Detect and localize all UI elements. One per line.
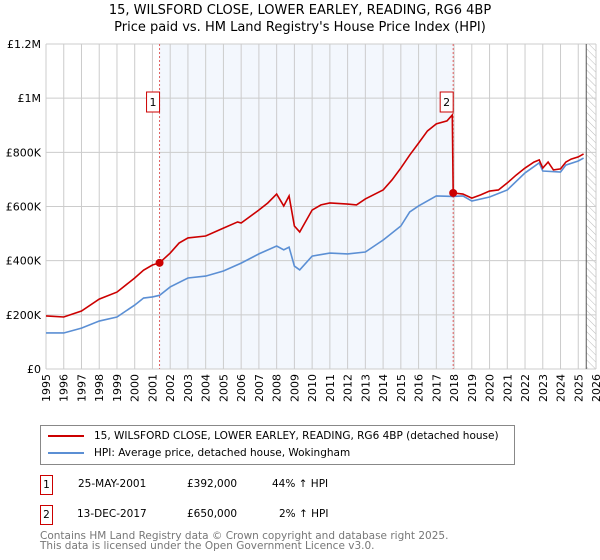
x-tick-label: 2022 bbox=[519, 374, 532, 402]
x-tick-label: 2007 bbox=[253, 374, 266, 402]
footer-line-1: Contains HM Land Registry data © Crown c… bbox=[40, 530, 449, 542]
legend-swatch-red bbox=[48, 435, 84, 437]
footer-line-2: This data is licensed under the Open Gov… bbox=[40, 540, 375, 552]
x-tick-label: 2000 bbox=[129, 374, 142, 402]
y-tick-label: £600K bbox=[6, 201, 42, 214]
x-tick-label: 2010 bbox=[306, 374, 319, 402]
sale-marker-label: 1 bbox=[150, 96, 157, 109]
chart-subtitle: Price paid vs. HM Land Registry's House … bbox=[114, 20, 486, 35]
y-tick-label: £400K bbox=[6, 255, 42, 268]
hpi-series-line bbox=[46, 157, 584, 334]
x-tick-label: 2001 bbox=[146, 374, 159, 402]
x-tick-label: 1997 bbox=[75, 374, 88, 402]
sale-date: 25-MAY-2001 bbox=[78, 478, 147, 490]
x-tick-label: 1998 bbox=[93, 374, 106, 402]
sale-row-1: 1 25-MAY-2001 £392,000 44% ↑ HPI bbox=[40, 475, 440, 495]
x-tick-label: 2006 bbox=[235, 374, 248, 402]
sale-date: 13-DEC-2017 bbox=[77, 508, 147, 520]
x-tick-label: 2025 bbox=[572, 374, 585, 402]
sale-marker-label: 1 bbox=[40, 475, 53, 495]
x-tick-label: 2019 bbox=[466, 374, 479, 402]
sale-row-2: 2 13-DEC-2017 £650,000 2% ↑ HPI bbox=[40, 505, 440, 525]
sale-marker-label: 2 bbox=[40, 505, 53, 525]
chart-title: 15, WILSFORD CLOSE, LOWER EARLEY, READIN… bbox=[108, 3, 492, 18]
property-series-line bbox=[45, 112, 584, 318]
sale-price: £392,000 bbox=[187, 478, 238, 490]
plot-area: 1995 1996 1997 1998 1999 2000 2001 2002 2003 2004… bbox=[6, 38, 600, 402]
x-tick-label: 2008 bbox=[271, 374, 284, 402]
y-tick-label: £0 bbox=[27, 363, 41, 376]
legend-label: HPI: Average price, detached house, Woki… bbox=[94, 447, 351, 459]
x-tick-label: 2014 bbox=[377, 374, 390, 402]
x-tick-label: 1999 bbox=[111, 374, 124, 402]
x-tick-label: 1996 bbox=[58, 374, 71, 402]
sale-point bbox=[449, 188, 458, 197]
y-tick-label: £200K bbox=[6, 309, 42, 322]
x-tick-label: 2018 bbox=[448, 374, 461, 402]
x-tick-label: 2004 bbox=[200, 374, 213, 402]
x-tick-label: 2005 bbox=[217, 374, 230, 402]
x-tick-label: 2013 bbox=[359, 374, 372, 402]
x-tick-label: 2026 bbox=[590, 374, 600, 402]
legend-item-hpi: HPI: Average price, detached house, Woki… bbox=[48, 447, 350, 459]
x-tick-label: 2021 bbox=[501, 374, 514, 402]
y-tick-label: £1M bbox=[18, 92, 42, 105]
sale-point bbox=[155, 258, 164, 267]
x-tick-label: 1995 bbox=[40, 374, 53, 402]
x-tick-label: 2016 bbox=[413, 374, 426, 402]
x-tick-label: 2023 bbox=[537, 374, 550, 402]
y-tick-label: £800K bbox=[6, 146, 42, 159]
sale-hpi: 2% ↑ HPI bbox=[279, 508, 329, 520]
x-tick-label: 2003 bbox=[182, 374, 195, 402]
y-tick-label: £1.2M bbox=[7, 38, 41, 51]
legend: 15, WILSFORD CLOSE, LOWER EARLEY, READIN… bbox=[40, 425, 515, 465]
x-tick-label: 2017 bbox=[430, 374, 443, 402]
legend-swatch-blue bbox=[48, 452, 84, 454]
x-tick-label: 2015 bbox=[395, 374, 408, 402]
sale-marker-box bbox=[146, 91, 161, 113]
sale-hpi: 44% ↑ HPI bbox=[272, 478, 329, 490]
sale-marker-box bbox=[439, 91, 454, 113]
sale-price: £650,000 bbox=[187, 508, 238, 520]
legend-item-property: 15, WILSFORD CLOSE, LOWER EARLEY, READIN… bbox=[48, 430, 499, 442]
x-tick-label: 2012 bbox=[342, 374, 355, 402]
footer: Contains HM Land Registry data © Crown c… bbox=[40, 530, 449, 552]
x-tick-label: 2024 bbox=[555, 374, 568, 402]
x-tick-label: 2009 bbox=[288, 374, 301, 402]
sale-marker-label: 2 bbox=[443, 96, 450, 109]
legend-label: 15, WILSFORD CLOSE, LOWER EARLEY, READIN… bbox=[94, 430, 499, 442]
x-tick-label: 2020 bbox=[484, 374, 497, 402]
x-tick-label: 2011 bbox=[324, 374, 337, 402]
x-tick-label: 2002 bbox=[164, 374, 177, 402]
